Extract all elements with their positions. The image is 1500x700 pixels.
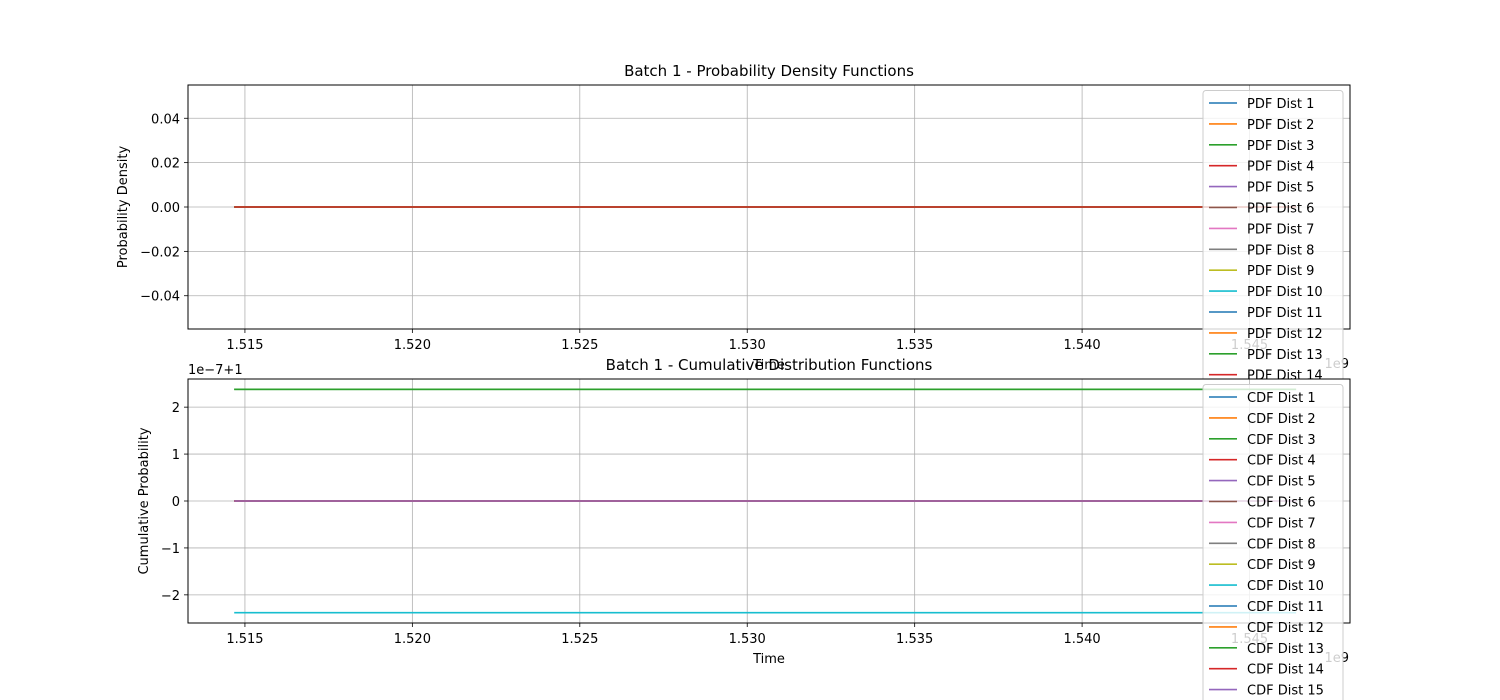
cdf-legend-label: CDF Dist 11 <box>1247 600 1324 615</box>
pdf-y-tick-label: −0.02 <box>140 245 180 260</box>
cdf-x-tick-label: 1.540 <box>1063 632 1100 647</box>
cdf-legend-label: CDF Dist 10 <box>1247 579 1324 594</box>
cdf-legend-label: CDF Dist 1 <box>1247 391 1316 406</box>
cdf-y-tick-label: 2 <box>172 401 180 416</box>
pdf-x-tick-label: 1.540 <box>1063 338 1100 353</box>
pdf-legend-label: PDF Dist 10 <box>1247 285 1323 300</box>
cdf-x-tick-label: 1.535 <box>896 632 933 647</box>
cdf-y-tick-label: −1 <box>161 542 180 557</box>
pdf-y-tick-label: 0.04 <box>151 112 180 127</box>
pdf-panel: 1.5151.5201.5251.5301.5351.5401.5450.040… <box>116 62 1351 392</box>
cdf-legend-label: CDF Dist 2 <box>1247 412 1316 427</box>
cdf-y-axis-label: Cumulative Probability <box>137 427 152 574</box>
cdf-legend-label: CDF Dist 9 <box>1247 558 1316 573</box>
cdf-x-tick-label: 1.530 <box>729 632 766 647</box>
pdf-legend-label: PDF Dist 7 <box>1247 222 1314 237</box>
pdf-legend-label: PDF Dist 11 <box>1247 306 1323 321</box>
cdf-series-group <box>234 388 1297 614</box>
cdf-legend-label: CDF Dist 12 <box>1247 621 1324 636</box>
pdf-legend-label: PDF Dist 3 <box>1247 139 1314 154</box>
cdf-y-offset-label: 1e−7+1 <box>188 363 243 378</box>
pdf-legend-label: PDF Dist 1 <box>1247 97 1314 112</box>
pdf-y-axis-label: Probability Density <box>116 146 131 269</box>
pdf-legend-label: PDF Dist 12 <box>1247 327 1323 342</box>
cdf-x-tick-label: 1.515 <box>226 632 263 647</box>
pdf-x-tick-label: 1.515 <box>226 338 263 353</box>
pdf-x-axis-label: Time <box>752 358 785 373</box>
cdf-legend: CDF Dist 1 CDF Dist 2 CDF Dist 3 CDF Dist 4… <box>1202 384 1344 700</box>
pdf-legend-box <box>1202 90 1344 392</box>
pdf-y-tick-label: 0.02 <box>151 157 180 172</box>
pdf-chart-title: Batch 1 - Probability Density Functions <box>624 62 914 80</box>
cdf-x-tick-label: 1.520 <box>394 632 431 647</box>
cdf-y-tick-label: 1 <box>172 448 180 463</box>
pdf-legend-label: PDF Dist 13 <box>1247 348 1323 363</box>
pdf-legend: PDF Dist 1 PDF Dist 2 PDF Dist 3 PDF Dist 4… <box>1202 90 1344 392</box>
cdf-legend-label: CDF Dist 5 <box>1247 475 1316 490</box>
cdf-legend-label: CDF Dist 6 <box>1247 496 1316 511</box>
pdf-legend-label: PDF Dist 5 <box>1247 181 1314 196</box>
cdf-y-tick-label: −2 <box>161 589 180 604</box>
cdf-legend-label: CDF Dist 14 <box>1247 663 1324 678</box>
pdf-legend-label: PDF Dist 4 <box>1247 160 1314 175</box>
cdf-x-axis-label: Time <box>752 652 785 667</box>
pdf-y-tick-label: −0.04 <box>140 290 180 305</box>
cdf-legend-label: CDF Dist 7 <box>1247 516 1316 531</box>
cdf-legend-label: CDF Dist 13 <box>1247 642 1324 657</box>
pdf-x-tick-label: 1.520 <box>394 338 431 353</box>
cdf-y-tick-label: 0 <box>172 495 180 510</box>
pdf-x-tick-label: 1.535 <box>896 338 933 353</box>
pdf-legend-label: PDF Dist 2 <box>1247 118 1314 133</box>
pdf-x-tick-label: 1.525 <box>561 338 598 353</box>
pdf-legend-label: PDF Dist 6 <box>1247 202 1314 217</box>
pdf-y-tick-label: 0.00 <box>151 201 180 216</box>
pdf-legend-label: PDF Dist 9 <box>1247 264 1314 279</box>
pdf-x-tick-label: 1.530 <box>729 338 766 353</box>
cdf-legend-label: CDF Dist 8 <box>1247 537 1316 552</box>
cdf-panel: 1.5151.5201.5251.5301.5351.5401.545210−1… <box>137 356 1351 700</box>
cdf-legend-label: CDF Dist 15 <box>1247 684 1324 699</box>
pdf-legend-label: PDF Dist 8 <box>1247 243 1314 258</box>
cdf-chart-title: Batch 1 - Cumulative Distribution Functi… <box>606 356 933 374</box>
cdf-x-tick-label: 1.525 <box>561 632 598 647</box>
cdf-legend-label: CDF Dist 3 <box>1247 433 1316 448</box>
cdf-legend-label: CDF Dist 4 <box>1247 454 1316 469</box>
cdf-legend-box <box>1202 384 1344 700</box>
